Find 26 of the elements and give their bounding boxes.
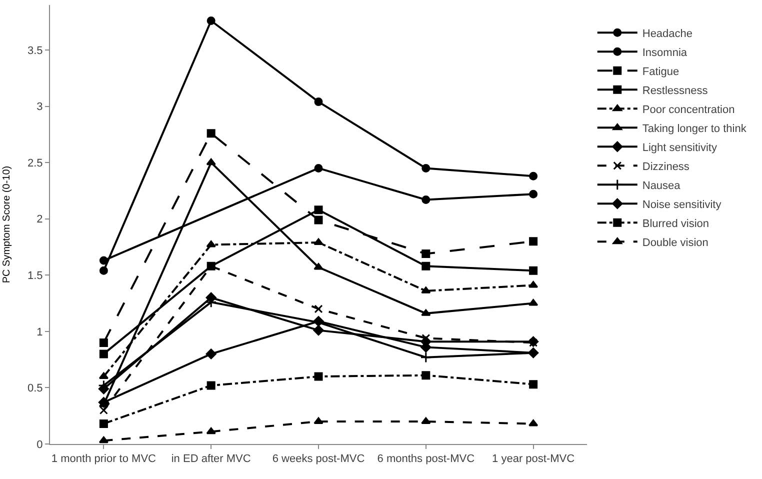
legend-label: Light sensitivity (642, 142, 718, 154)
legend-label: Dizziness (642, 160, 690, 173)
legend-label: Double vision (642, 236, 708, 249)
x-tick-label: 6 months post-MVC (377, 453, 475, 466)
legend-label: Restlessness (642, 84, 708, 97)
y-axis-title: PC Symptom Score (0-10) (2, 166, 13, 284)
legend-label: Taking longer to think (642, 122, 747, 135)
y-tick-label: 3.5 (28, 44, 43, 57)
legend-label: Poor concentration (642, 104, 735, 116)
x-tick-label: in ED after MVC (171, 453, 251, 466)
legend-label: Insomnia (642, 46, 688, 59)
y-tick-label: 2 (36, 214, 43, 226)
y-tick-label: 2.5 (28, 157, 43, 170)
legend-label: Noise sensitivity (642, 198, 722, 211)
y-tick-label: 3 (36, 101, 43, 114)
legend-label: Nausea (642, 180, 682, 192)
legend-label: Fatigue (642, 66, 680, 78)
x-tick-label: 1 month prior to MVC (51, 453, 156, 466)
y-tick-label: 0 (36, 438, 43, 451)
y-tick-label: 0.5 (28, 382, 43, 395)
legend-label: Blurred vision (642, 218, 710, 230)
legend-label: Headache (642, 28, 693, 40)
y-tick-label: 1.5 (28, 270, 43, 282)
x-tick-label: 6 weeks post-MVC (272, 453, 365, 466)
x-tick-label: 1 year post-MVC (492, 453, 575, 466)
y-tick-label: 1 (36, 326, 43, 338)
